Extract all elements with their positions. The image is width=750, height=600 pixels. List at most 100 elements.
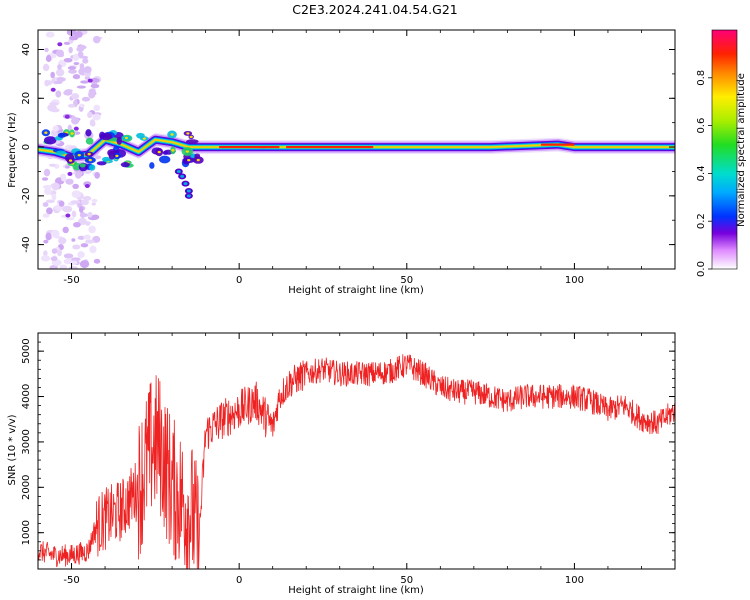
- noise-speck: [77, 235, 86, 240]
- spectral-blob: [79, 163, 86, 168]
- noise-speck: [79, 211, 86, 219]
- noise-speck: [68, 35, 79, 41]
- noise-speck: [81, 55, 89, 60]
- noise-speck: [63, 258, 74, 265]
- colorbar-tick-label: 0.4: [696, 165, 707, 181]
- noise-speck: [87, 211, 93, 218]
- spectrogram-x-tick-label: 100: [565, 275, 584, 286]
- colorbar-tick-label: 0.0: [696, 261, 707, 277]
- colorbar-ticks: 0.0 0.2 0.4 0.6 0.8: [696, 70, 712, 277]
- spectral-blob: [149, 162, 155, 169]
- spectrogram-y-tick-label: -20: [21, 188, 32, 204]
- snr-y-tick-label: 5000: [21, 338, 32, 363]
- noise-speck: [45, 232, 52, 241]
- spectrogram-frame: [37, 29, 676, 270]
- noise-speck: [67, 66, 77, 70]
- noise-speck: [50, 229, 60, 238]
- noise-speck: [68, 69, 77, 74]
- noise-speck-strong: [65, 213, 71, 218]
- spectral-blob-core: [115, 154, 119, 158]
- colorbar: 0.0 0.2 0.4 0.6 0.8 Normalized spectral ampl…: [696, 29, 747, 277]
- noise-speck: [42, 202, 49, 208]
- noise-speck: [71, 93, 80, 100]
- colorbar-gradient: [711, 29, 738, 270]
- noise-speck: [80, 80, 89, 84]
- spectrogram-plot-area: [38, 30, 675, 269]
- noise-speck: [91, 202, 96, 206]
- noise-speck: [70, 200, 81, 204]
- snr-y-tick-label: 2000: [21, 475, 32, 500]
- spectral-blob: [194, 153, 201, 159]
- noise-speck: [51, 248, 58, 254]
- noise-speck: [43, 239, 49, 244]
- noise-speck: [52, 125, 59, 132]
- noise-speck: [50, 108, 60, 113]
- noise-speck: [85, 221, 91, 226]
- spectral-blob-core: [187, 158, 191, 162]
- spectral-blob-core: [68, 159, 73, 162]
- noise-speck: [55, 90, 62, 98]
- snr-x-tick-label: -50: [63, 575, 79, 586]
- noise-speck: [83, 234, 91, 240]
- noise-speck: [58, 237, 67, 245]
- noise-speck: [79, 103, 85, 108]
- spectrogram-ridge: [38, 132, 675, 164]
- spectral-blob-core: [196, 158, 200, 162]
- colorbar-label: Normalized spectral amplitude: [736, 73, 747, 227]
- spectral-blob: [96, 161, 107, 166]
- noise-speck: [62, 205, 73, 213]
- spectral-branch-core: [180, 174, 185, 178]
- noise-speck: [89, 119, 96, 127]
- noise-speck: [83, 66, 92, 74]
- noise-speck: [42, 213, 50, 218]
- noise-speck: [45, 31, 55, 38]
- spectral-blob: [159, 155, 171, 164]
- snr-panel: -50 0 50 100 1000 2000 3000 4000 5000 Height of…: [7, 332, 676, 596]
- noise-speck: [84, 75, 91, 80]
- noise-speck: [75, 171, 82, 179]
- snr-x-ticks: -50 0 50 100: [37, 333, 676, 586]
- spectral-blob-core: [124, 136, 129, 140]
- noise-speck: [89, 245, 97, 254]
- spectral-blob-core: [157, 150, 161, 154]
- spectrogram-blobs: [41, 129, 204, 199]
- spectral-branch-core: [183, 182, 188, 186]
- noise-speck: [73, 221, 81, 228]
- snr-y-axis-label: SNR (10 * v/v): [7, 414, 18, 485]
- noise-speck: [46, 207, 53, 215]
- spectral-blob: [89, 164, 96, 171]
- noise-speck: [49, 102, 59, 106]
- noise-speck: [71, 257, 81, 262]
- snr-y-ticks: 1000 2000 3000 4000 5000: [21, 332, 675, 570]
- noise-speck: [57, 249, 62, 257]
- noise-speck: [58, 200, 65, 207]
- noise-speck: [41, 177, 49, 181]
- noise-speck: [76, 85, 87, 89]
- spectral-blob: [85, 137, 94, 145]
- colorbar-tick-label: 0.6: [696, 118, 707, 134]
- spectral-blob: [162, 150, 168, 155]
- noise-speck: [82, 58, 89, 64]
- noise-speck: [42, 63, 50, 72]
- noise-speck: [51, 259, 62, 266]
- noise-speck: [72, 244, 81, 250]
- spectral-blob-core: [77, 153, 81, 157]
- spectral-blob: [101, 156, 111, 162]
- noise-speck: [51, 182, 60, 191]
- noise-speck: [63, 57, 73, 63]
- noise-speck: [64, 89, 73, 93]
- noise-speck: [50, 256, 58, 262]
- spectral-blob-core: [87, 152, 91, 156]
- snr-plot-area: [38, 354, 675, 569]
- noise-speck: [45, 199, 55, 204]
- noise-speck: [72, 183, 79, 189]
- chart-title: C2E3.2024.241.04.54.G21: [292, 2, 457, 17]
- noise-speck: [93, 35, 101, 44]
- noise-speck: [76, 46, 85, 52]
- noise-speck: [93, 104, 101, 112]
- noise-speck: [73, 61, 80, 66]
- snr-x-tick-label: 100: [565, 575, 584, 586]
- noise-speck: [77, 251, 85, 259]
- noise-speck: [91, 198, 98, 203]
